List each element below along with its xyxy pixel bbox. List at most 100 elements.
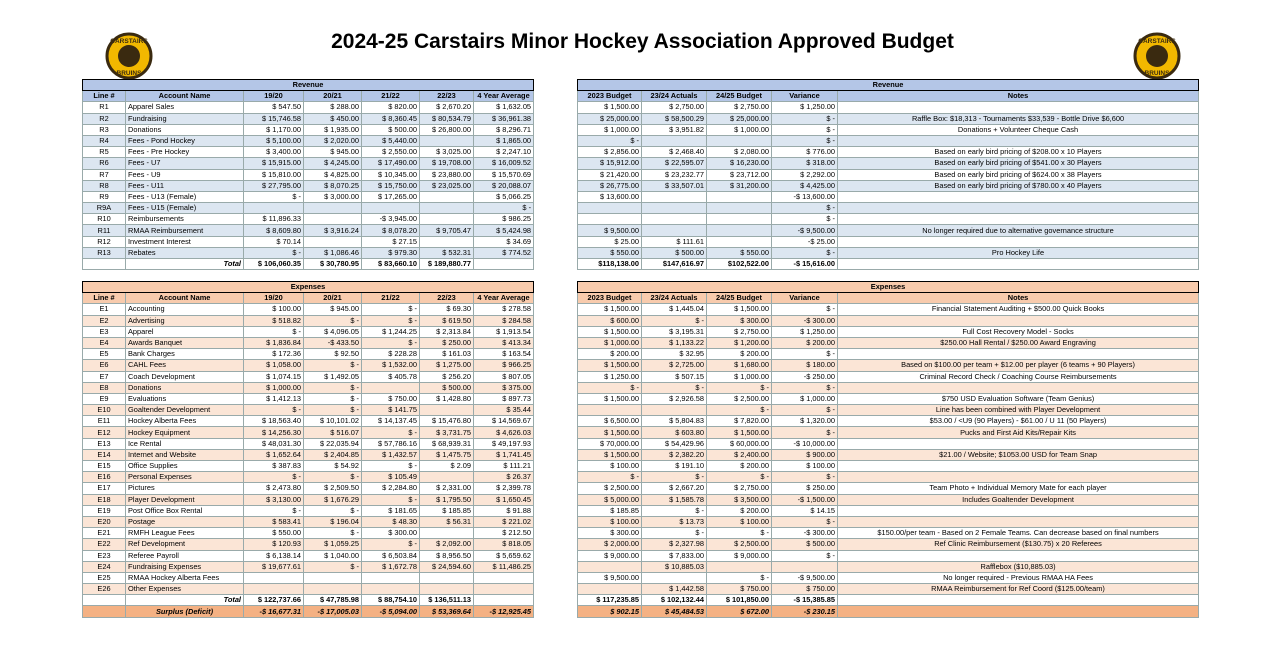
cell — [836, 605, 1200, 618]
cell: $ 24,594.60 — [419, 560, 474, 573]
cell: $ 100.00 — [577, 515, 642, 529]
cell: $ 2,020.00 — [303, 134, 362, 148]
cell: Donations — [125, 123, 244, 136]
cell: $ 387.83 — [243, 459, 304, 473]
data-row: R9A Fees - U15 (Female) $ - — [82, 202, 535, 215]
cell — [836, 459, 1200, 473]
page-title: 2024-25 Carstairs Minor Hockey Associati… — [331, 30, 954, 53]
cell: $ 256.20 — [419, 370, 474, 383]
data-row: E25 RMAA Hockey Alberta Fees — [82, 571, 535, 585]
cell: $ 1,442.58 — [641, 583, 707, 596]
cell: $ 507.15 — [641, 370, 707, 383]
data-row: $ 15,912.00 $ 22,595.07 $ 16,230.00 $ 318.0… — [577, 157, 1200, 170]
cell: $ 4,626.03 — [472, 426, 535, 439]
cell: RMAA Reimbursement — [125, 224, 244, 237]
band-row: Revenue — [576, 78, 1200, 92]
cell — [836, 471, 1200, 484]
cell: $ 1,680.00 — [706, 359, 772, 372]
cell: Apparel Sales — [125, 101, 244, 114]
cell: Based on early bird pricing of $541.00 x… — [836, 157, 1200, 170]
data-row: $ 1,500.00 $ 2,725.00 $ 1,680.00 $ 180.00 Ba… — [577, 359, 1200, 372]
cell — [641, 202, 707, 215]
cell: E23 — [82, 549, 126, 562]
data-row: $ - — [577, 213, 1200, 226]
cell: $ 163.54 — [472, 348, 535, 361]
cell: R11 — [82, 224, 126, 237]
data-row: $ 200.00 $ 32.95 $ 200.00 $ - — [577, 348, 1200, 361]
cell: Evaluations — [125, 392, 244, 406]
data-row: E10 Goaltender Development $ - $ - $ 141.75 $… — [82, 404, 535, 417]
header-row: 2023 Budget 23/24 Actuals 24/25 Budget Vari… — [577, 292, 1200, 305]
data-row: $ 9,500.00 $ - -$ 9,500.00 No longer requir… — [577, 571, 1200, 585]
cell: $250.00 Hall Rental / $250.00 Award Engr… — [836, 336, 1200, 350]
cell — [641, 404, 707, 417]
cell: $ 2,292.00 — [771, 168, 838, 181]
section-title: Revenue — [81, 78, 535, 92]
cell: $ 1,058.00 — [243, 359, 304, 372]
cell: Other Expenses — [125, 583, 244, 596]
cell: Postage — [125, 515, 244, 529]
cell — [706, 134, 772, 148]
cell: $ 516.07 — [303, 426, 362, 439]
cell: $ 54,429.96 — [641, 437, 707, 450]
cell — [836, 257, 1200, 271]
data-row: E15 Office Supplies $ 387.83 $ 54.92 $ - $ 2.… — [82, 459, 535, 473]
column-header: Variance — [771, 90, 838, 103]
data-row: $ 550.00 $ 500.00 $ 550.00 $ - Pro Hockey Li… — [577, 246, 1200, 260]
cell: $ 250.00 — [419, 336, 474, 350]
cell: $ 26,775.00 — [577, 179, 642, 192]
cell: $ 18,563.40 — [243, 415, 304, 428]
cell — [361, 202, 420, 215]
cell: $ - — [361, 336, 420, 350]
cell — [836, 437, 1200, 450]
cell: $ - — [771, 515, 838, 529]
cell: $ 518.82 — [243, 314, 304, 327]
cell: $ 8,078.20 — [361, 224, 420, 237]
data-row: $ 1,500.00 $ 2,926.58 $ 2,500.00 $ 1,000.00… — [577, 392, 1200, 406]
cell — [303, 571, 362, 585]
cell — [836, 190, 1200, 204]
cell: $ 4,825.00 — [303, 168, 362, 181]
header-row: Line # Account Name 19/20 20/21 21/22 22/23 4 … — [82, 292, 535, 305]
cell: $ 102,132.44 — [641, 594, 707, 607]
cell: $ 807.05 — [472, 370, 535, 383]
cell: Coach Development — [125, 370, 244, 383]
cell: $ 100.00 — [706, 515, 772, 529]
cell: $ 23,712.00 — [706, 168, 772, 181]
cell: $ - — [641, 381, 707, 394]
cell: $ 619.50 — [419, 314, 474, 327]
cell — [836, 549, 1200, 562]
cell: $ 10,101.02 — [303, 415, 362, 428]
cell: E18 — [82, 493, 126, 506]
cell: $ 1,412.13 — [243, 392, 304, 406]
cell: $ 25.00 — [577, 235, 642, 248]
data-row: E19 Post Office Box Rental $ - $ - $ 181.65 $… — [82, 504, 535, 517]
cell: $ 3,500.00 — [706, 493, 772, 506]
cell: $ 200.00 — [771, 336, 838, 350]
cell: E12 — [82, 426, 126, 439]
cell: Based on early bird pricing of $780.00 x… — [836, 179, 1200, 192]
cell: $ 181.65 — [361, 504, 420, 517]
cell: Referee Payroll — [125, 549, 244, 562]
cell: $ 1,040.00 — [303, 549, 362, 562]
cell — [577, 202, 642, 215]
cell: $750 USD Evaluation Software (Team Geniu… — [836, 392, 1200, 406]
cell: $ 2,750.00 — [706, 325, 772, 338]
cell: $ 1,672.78 — [361, 560, 420, 573]
cell: $ 2,509.50 — [303, 482, 362, 495]
section-title: Expenses — [576, 280, 1200, 294]
data-row: $ - $ - — [577, 134, 1200, 148]
data-row: $ 9,500.00 -$ 9,500.00 No longer required … — [577, 224, 1200, 237]
cell: $ 189,880.77 — [419, 257, 474, 271]
cell — [641, 571, 707, 585]
cell: $53.00 / <U9 (90 Players) - $61.00 / U 1… — [836, 415, 1200, 428]
cell: $ 68,939.31 — [419, 437, 474, 450]
cell: -$ 25.00 — [771, 235, 838, 248]
data-row: E16 Personal Expenses $ - $ - $ 105.49 $ 26.3… — [82, 471, 535, 484]
cell: $ - — [771, 303, 838, 316]
cell — [836, 594, 1200, 607]
cell: -$ 13,600.00 — [771, 190, 838, 204]
cell: $ 221.02 — [472, 515, 535, 529]
cell: $102,522.00 — [706, 257, 772, 271]
header-row: 2023 Budget 23/24 Actuals 24/25 Budget Vari… — [577, 90, 1200, 103]
